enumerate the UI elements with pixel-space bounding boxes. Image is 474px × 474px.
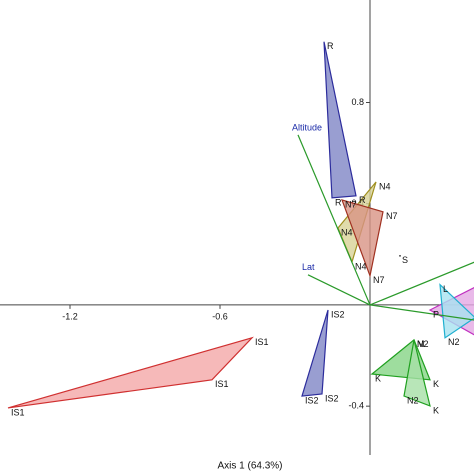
vertex-label: N7 bbox=[345, 199, 357, 209]
vertex-label: IS1 bbox=[11, 407, 25, 417]
y-tick-label: -0.4 bbox=[348, 401, 364, 411]
vector bbox=[307, 274, 371, 306]
vertex-label: P bbox=[433, 309, 439, 319]
polygon bbox=[323, 41, 357, 199]
vertex-label: IS1 bbox=[255, 337, 269, 347]
vertex-label: IS2 bbox=[331, 309, 345, 319]
polygon bbox=[341, 199, 384, 279]
vector bbox=[369, 261, 474, 306]
x-tick-label: -0.6 bbox=[212, 311, 228, 321]
vector-label: Altitude bbox=[292, 122, 322, 132]
plot-area: -1.2 -0.6 0.8 0.4 -0.4 Altitude Lat IS1 IS1 IS1 R R… bbox=[0, 0, 474, 455]
point-label: S bbox=[402, 255, 408, 265]
x-axis-label: Axis 1 (64.3%) bbox=[217, 461, 282, 472]
vertex-label: K bbox=[433, 379, 439, 389]
x-tick-label: -1.2 bbox=[62, 311, 78, 321]
vertex-label: N2 bbox=[448, 337, 460, 347]
point bbox=[399, 255, 401, 257]
y-tick-label: 0.8 bbox=[351, 97, 364, 107]
vertex-label: R bbox=[327, 41, 334, 51]
vector bbox=[297, 134, 371, 306]
vector-label: Lat bbox=[302, 262, 315, 272]
polygon bbox=[7, 336, 254, 409]
vertex-label: L bbox=[443, 284, 448, 294]
vertex-label: N7 bbox=[386, 211, 398, 221]
vertex-label: R bbox=[335, 197, 342, 207]
vertex-label: K bbox=[433, 405, 439, 415]
vector bbox=[369, 304, 474, 321]
vertex-label: N2 bbox=[417, 339, 429, 349]
vertex-label: M bbox=[417, 339, 425, 349]
y-tick-label: 0.4 bbox=[351, 198, 364, 208]
vertex-label: K bbox=[375, 373, 381, 383]
vertex-label: N4 bbox=[355, 261, 367, 271]
vertex-label: N7 bbox=[373, 275, 385, 285]
vertex-label: IS2 bbox=[305, 395, 319, 405]
vertex-label: N4 bbox=[379, 181, 391, 191]
vertex-label: R bbox=[359, 195, 366, 205]
vertex-label: N4 bbox=[341, 227, 353, 237]
polygon bbox=[403, 339, 431, 407]
vertex-label: N2 bbox=[407, 395, 419, 405]
vertex-label: IS2 bbox=[325, 393, 339, 403]
polygon bbox=[439, 283, 474, 339]
polygon bbox=[301, 309, 329, 397]
vertex-label: IS1 bbox=[215, 379, 229, 389]
